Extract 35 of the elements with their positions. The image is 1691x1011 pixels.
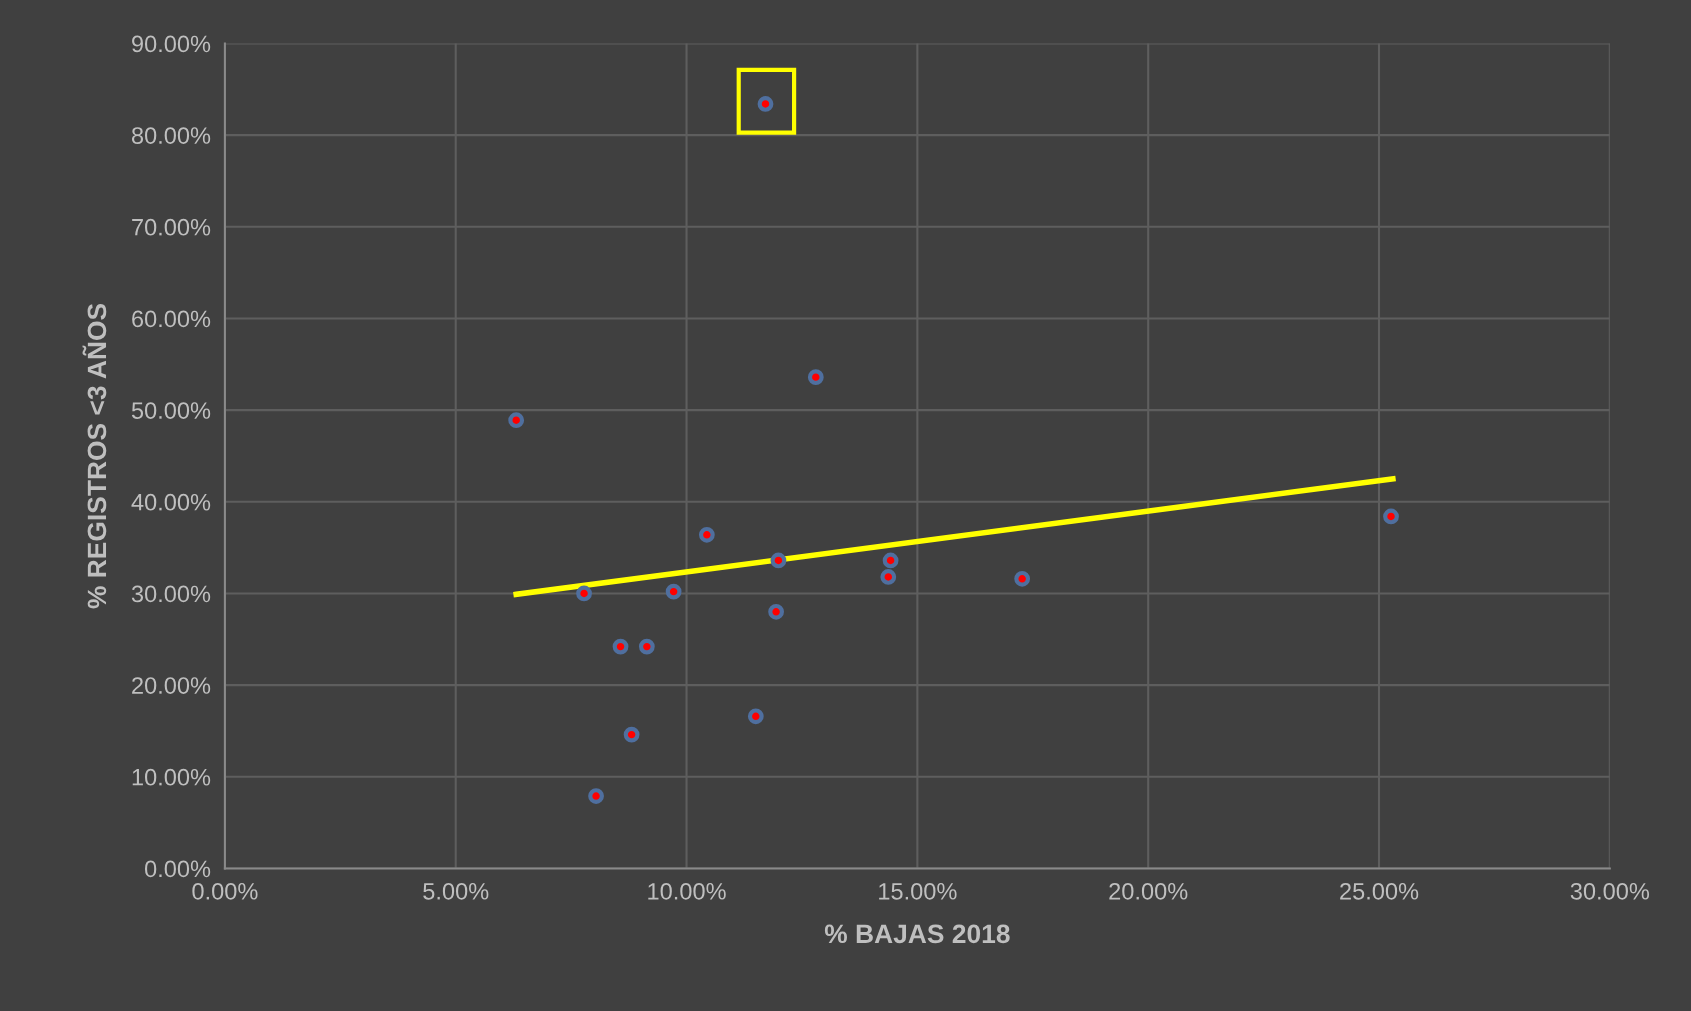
point (638, 638, 655, 655)
point (665, 583, 682, 600)
x-axis-title: % BAJAS 2018 (824, 924, 1010, 944)
y-tick-label: 70.00% (132, 218, 211, 236)
point (588, 788, 604, 804)
point (768, 603, 784, 620)
point (880, 569, 897, 585)
y-tick-label: 0.00% (144, 860, 211, 878)
point (1383, 508, 1399, 525)
point (882, 552, 899, 569)
y-tick-label: 80.00% (131, 127, 211, 144)
y-tick-label: 60.00% (132, 310, 211, 328)
y-tick-label: 20.00% (132, 677, 211, 694)
x-tick-label: 30.00% (1570, 882, 1650, 900)
y-tick-label: 30.00% (131, 585, 211, 603)
y-tick-label: 10.00% (132, 768, 211, 786)
point (576, 585, 592, 602)
x-tick-label: 0.00% (192, 882, 258, 900)
x-tick-label: 25.00% (1340, 882, 1419, 900)
x-tick-label: 5.00% (423, 882, 489, 900)
point (612, 638, 629, 655)
x-tick-label: 20.00% (1109, 882, 1188, 900)
point (623, 726, 640, 743)
y-axis-title: % REGISTROS <3 AÑOS (82, 303, 107, 609)
y-tick-label: 40.00% (131, 493, 211, 511)
point (1014, 570, 1031, 587)
y-tick-label: 90.00% (132, 35, 211, 53)
point (770, 552, 787, 569)
point (747, 708, 764, 725)
point (508, 412, 525, 429)
x-tick-label: 10.00% (648, 882, 726, 900)
x-tick-label: 15.00% (879, 882, 957, 900)
point (698, 526, 715, 543)
point (807, 369, 824, 386)
y-tick-label: 50.00% (131, 402, 211, 419)
